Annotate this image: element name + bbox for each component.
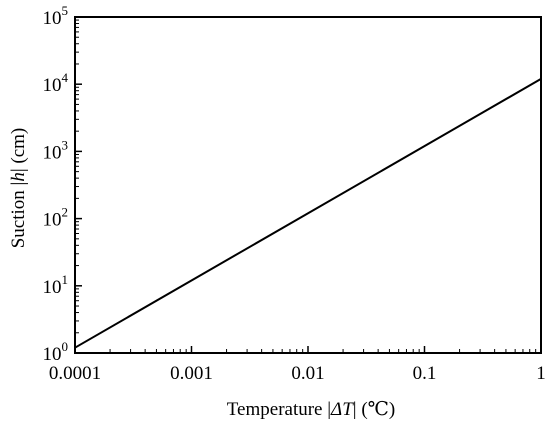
y-tick-label-exponent: 2 (62, 205, 69, 220)
series-line (74, 78, 542, 349)
y-tick-label-base: 10 (43, 344, 62, 365)
y-tick-label-exponent: 5 (62, 3, 69, 18)
series-layer (74, 78, 542, 349)
x-axis-title: Temperature |ΔT| (℃) (227, 399, 395, 420)
y-axis-title-suffix: | (cm) (8, 128, 29, 172)
y-axis-title-prefix: Suction | (8, 182, 29, 249)
y-tick-label-base: 10 (43, 277, 62, 298)
y-tick-label: 104 (43, 70, 69, 96)
y-tick-label-exponent: 1 (62, 272, 69, 287)
major-ticks (74, 16, 542, 354)
x-tick-label: 0.0001 (49, 363, 101, 384)
y-tick-label-base: 10 (43, 8, 62, 29)
x-axis-title-symbol: ΔT (330, 399, 354, 420)
y-axis-title: Suction |h| (cm) (8, 128, 29, 249)
x-tick-label: 0.01 (291, 363, 324, 384)
y-tick-label-exponent: 4 (62, 70, 69, 85)
y-tick-label: 102 (43, 205, 69, 231)
x-axis-title-prefix: Temperature | (227, 399, 331, 420)
minor-ticks (75, 19, 537, 353)
plot-frame (74, 16, 542, 354)
y-tick-label-base: 10 (43, 210, 62, 231)
y-tick-label: 105 (43, 3, 69, 29)
x-tick-label: 1 (536, 363, 546, 384)
y-tick-label-exponent: 3 (62, 137, 69, 152)
y-tick-label: 100 (43, 339, 69, 365)
y-tick-label: 103 (43, 137, 69, 163)
x-tick-labels: 0.0001 0.001 0.01 0.1 1 (49, 363, 546, 384)
y-axis-title-symbol: h (8, 172, 29, 182)
x-tick-label: 0.001 (170, 363, 213, 384)
y-tick-label-base: 10 (43, 75, 62, 96)
x-axis-title-suffix: | (℃) (353, 399, 395, 420)
y-tick-label: 101 (43, 272, 69, 298)
y-tick-label-base: 10 (43, 142, 62, 163)
y-tick-label-exponent: 0 (62, 339, 69, 354)
x-tick-label: 0.1 (413, 363, 437, 384)
